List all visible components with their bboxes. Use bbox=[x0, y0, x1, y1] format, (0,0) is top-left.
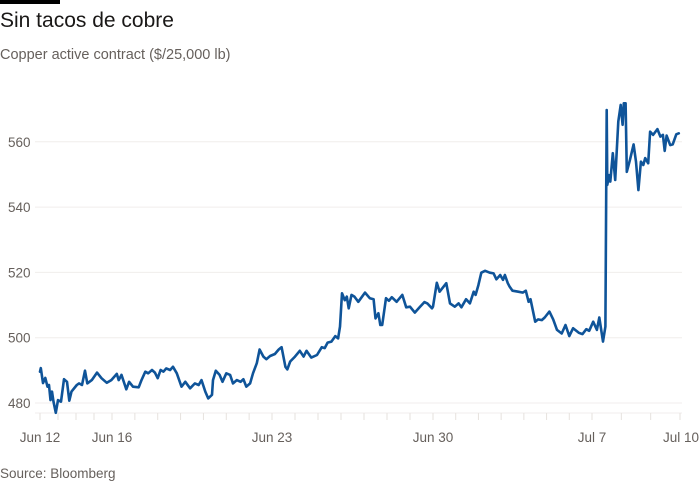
x-tick-label: Jun 16 bbox=[92, 430, 133, 445]
y-tick-label: 480 bbox=[8, 396, 31, 411]
x-axis: Jun 12 Jun 16 Jun 23 Jun 30 Jul 7 Jul 10 bbox=[20, 412, 699, 445]
x-tick-label: Jun 30 bbox=[413, 430, 454, 445]
x-tick-label: Jun 12 bbox=[20, 430, 61, 445]
y-tick-label: 520 bbox=[8, 265, 31, 280]
y-tick-label: 540 bbox=[8, 200, 31, 215]
series bbox=[38, 102, 681, 415]
x-tick-label: Jun 23 bbox=[252, 430, 293, 445]
x-tick-label: Jul 7 bbox=[578, 430, 607, 445]
grid-lines bbox=[35, 141, 682, 404]
y-tick-label: 560 bbox=[8, 135, 31, 150]
chart-subtitle: Copper active contract ($/25,000 lb) bbox=[0, 47, 231, 63]
source-note: Source: Bloomberg bbox=[0, 466, 116, 481]
x-tick-label: Jul 10 bbox=[663, 430, 699, 445]
chart-title: Sin tacos de cobre bbox=[0, 9, 174, 32]
brand-top-bar bbox=[0, 0, 60, 4]
y-tick-label: 500 bbox=[8, 331, 31, 346]
series-line-copper bbox=[38, 102, 681, 415]
y-axis-ticks: 480 500 520 540 560 bbox=[8, 135, 31, 411]
